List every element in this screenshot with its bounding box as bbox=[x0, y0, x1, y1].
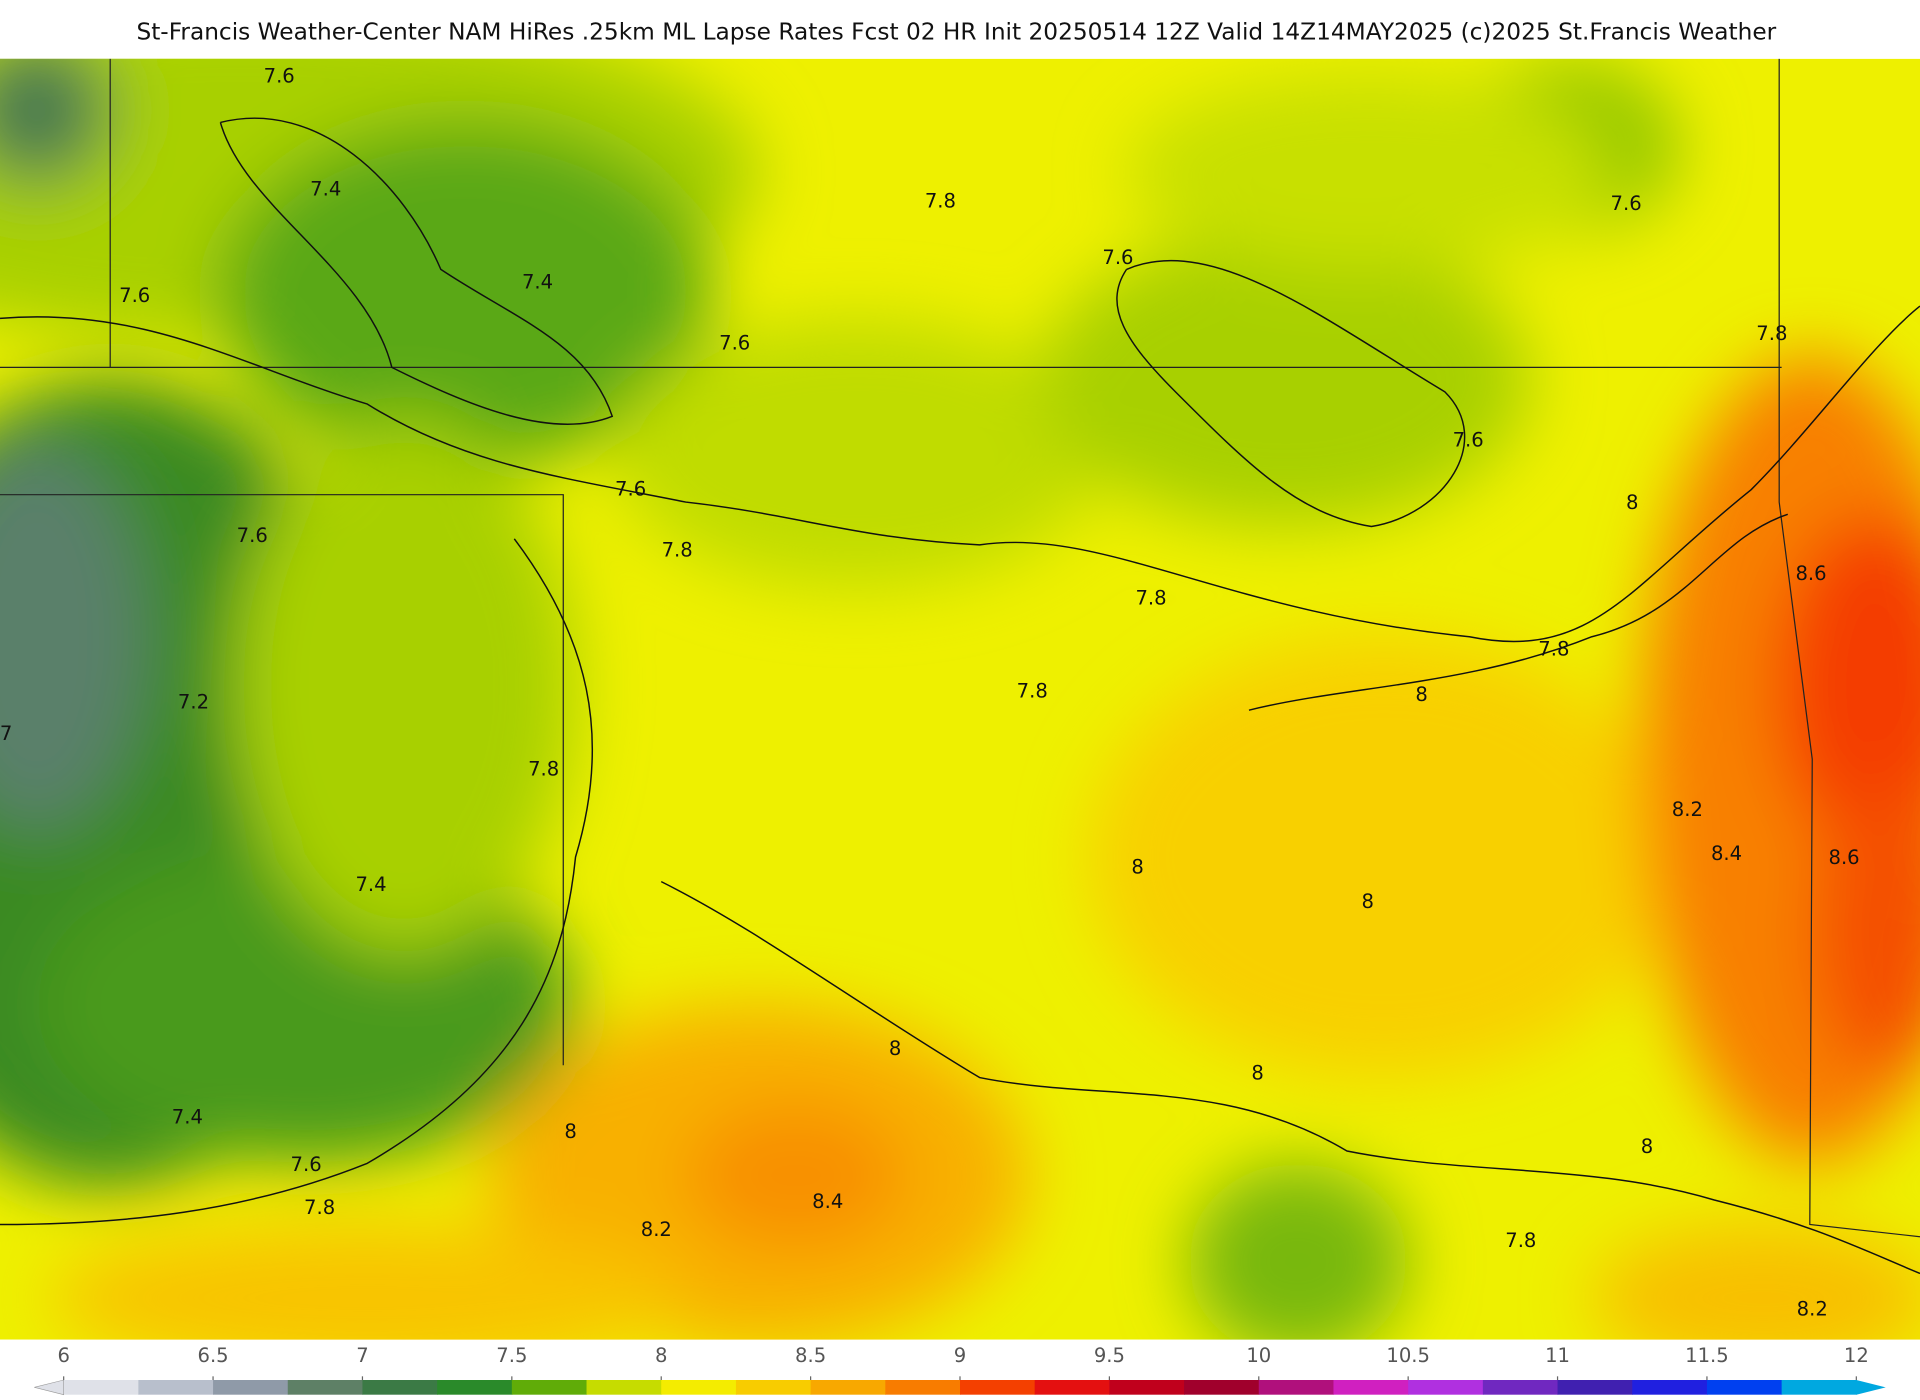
contour-label: 8.6 bbox=[1795, 562, 1826, 585]
colorbar-segment bbox=[1333, 1380, 1409, 1395]
colorbar-segment bbox=[362, 1380, 438, 1395]
map-field: 7.6 7.4 7.4 7.6 7.6 7.8 7.6 7.6 7.8 7.6 7.6 7.6 7.8 7… bbox=[0, 58, 1920, 1340]
contour-label: 7.8 bbox=[1756, 322, 1787, 345]
contour-labels: 7.6 7.4 7.4 7.6 7.6 7.8 7.6 7.6 7.8 7.6 7.6 7.6 7.8 7… bbox=[0, 65, 1860, 1321]
colorbar-tick-label: 8 bbox=[655, 1344, 667, 1367]
contour-label: 7.8 bbox=[304, 1196, 335, 1219]
contour-label: 8.4 bbox=[812, 1190, 843, 1213]
colorbar-segment bbox=[735, 1380, 812, 1395]
contour-label: 7.8 bbox=[1538, 638, 1569, 661]
colorbar-tick-label: 8.5 bbox=[795, 1344, 826, 1367]
contour-label: 7.6 bbox=[1102, 246, 1133, 269]
colorbar-tick-label: 10.5 bbox=[1386, 1344, 1430, 1367]
contour-label: 7.4 bbox=[172, 1105, 203, 1128]
contour-label: 7.8 bbox=[528, 758, 559, 781]
colorbar-tick-label: 6 bbox=[57, 1344, 69, 1367]
colorbar-segment bbox=[1482, 1380, 1559, 1395]
contour-label: 7.6 bbox=[119, 284, 150, 307]
colorbar-end bbox=[34, 1379, 64, 1396]
contour-label: 7.4 bbox=[355, 873, 386, 896]
colorbar-end bbox=[1856, 1380, 1886, 1395]
colorbar-tick-label: 12 bbox=[1844, 1344, 1869, 1367]
colorbar-tick-label: 7 bbox=[356, 1344, 368, 1367]
contour-label: 8 bbox=[889, 1037, 901, 1060]
colorbar-segment bbox=[437, 1380, 513, 1395]
contour-label: 8 bbox=[564, 1120, 576, 1143]
contour-label: 8.2 bbox=[1797, 1298, 1828, 1321]
colorbar-segment bbox=[1557, 1380, 1633, 1395]
contour-label: 7.8 bbox=[662, 539, 693, 562]
contour-label: 7.8 bbox=[1135, 586, 1166, 609]
contour-label: 8 bbox=[1626, 491, 1638, 514]
colorbar-tick-label: 9.5 bbox=[1094, 1344, 1125, 1367]
contour-label: 7.6 bbox=[291, 1153, 322, 1176]
colorbar-segment bbox=[960, 1380, 1036, 1395]
contour-label: 7.4 bbox=[522, 270, 553, 293]
map-title: St-Francis Weather-Center NAM HiRes .25k… bbox=[136, 19, 1776, 46]
contour-label: 7.2 bbox=[178, 690, 209, 713]
contour-label: 8 bbox=[1362, 890, 1374, 913]
colorbar-segment bbox=[1781, 1380, 1857, 1395]
colorbar-tick-label: 10 bbox=[1246, 1344, 1271, 1367]
colorbar-segment bbox=[213, 1380, 289, 1395]
colorbar-tick-label: 11 bbox=[1545, 1344, 1570, 1367]
contour-label: 8 bbox=[1415, 683, 1427, 706]
colorbar-segment bbox=[810, 1380, 886, 1395]
colorbar: 6 6.5 7 7.5 8 8.5 9 9.5 10 10.5 11 11.5 12 bbox=[34, 1344, 1886, 1396]
contour-label: 7.6 bbox=[615, 477, 646, 500]
contour-label: 7 bbox=[0, 722, 12, 745]
colorbar-tick-label: 6.5 bbox=[197, 1344, 228, 1367]
colorbar-segment bbox=[1109, 1380, 1185, 1395]
contour-label: 7.6 bbox=[237, 524, 268, 547]
colorbar-segment bbox=[1184, 1380, 1260, 1395]
colorbar-segment bbox=[287, 1380, 364, 1395]
contour-label: 7.8 bbox=[925, 190, 956, 213]
colorbar-segment bbox=[1034, 1380, 1110, 1395]
colorbar-tick-label: 9 bbox=[954, 1344, 966, 1367]
colorbar-segment bbox=[1706, 1380, 1783, 1395]
contour-label: 7.6 bbox=[719, 332, 750, 355]
contour-label: 7.6 bbox=[1453, 428, 1484, 451]
colorbar-tick-label: 7.5 bbox=[496, 1344, 527, 1367]
colorbar-segment bbox=[511, 1380, 588, 1395]
contour-label: 8 bbox=[1131, 856, 1143, 879]
colorbar-segment bbox=[661, 1380, 737, 1395]
contour-label: 8.6 bbox=[1829, 846, 1860, 869]
borders bbox=[0, 58, 1920, 1238]
contour-label: 7.8 bbox=[1017, 679, 1048, 702]
contour-label: 8.2 bbox=[1672, 798, 1703, 821]
colorbar-segment bbox=[885, 1380, 961, 1395]
contour-label: 8 bbox=[1251, 1061, 1263, 1084]
contours bbox=[0, 117, 1920, 1275]
colorbar-segment bbox=[1632, 1380, 1708, 1395]
contour-label: 8.2 bbox=[641, 1218, 672, 1241]
colorbar-segment bbox=[138, 1380, 214, 1395]
colorbar-segment bbox=[63, 1380, 139, 1395]
contour-label: 7.6 bbox=[1611, 192, 1642, 215]
colorbar-segment bbox=[1408, 1380, 1484, 1395]
colorbar-segment bbox=[1258, 1380, 1335, 1395]
contour-label: 8 bbox=[1641, 1135, 1653, 1158]
shading bbox=[0, 58, 1920, 1340]
contour-label: 7.4 bbox=[310, 177, 341, 200]
contour-label: 8.4 bbox=[1711, 842, 1742, 865]
contour-label: 7.6 bbox=[264, 65, 295, 88]
colorbar-tick-label: 11.5 bbox=[1685, 1344, 1729, 1367]
contour-label: 7.8 bbox=[1505, 1229, 1536, 1252]
colorbar-segment bbox=[586, 1380, 662, 1395]
